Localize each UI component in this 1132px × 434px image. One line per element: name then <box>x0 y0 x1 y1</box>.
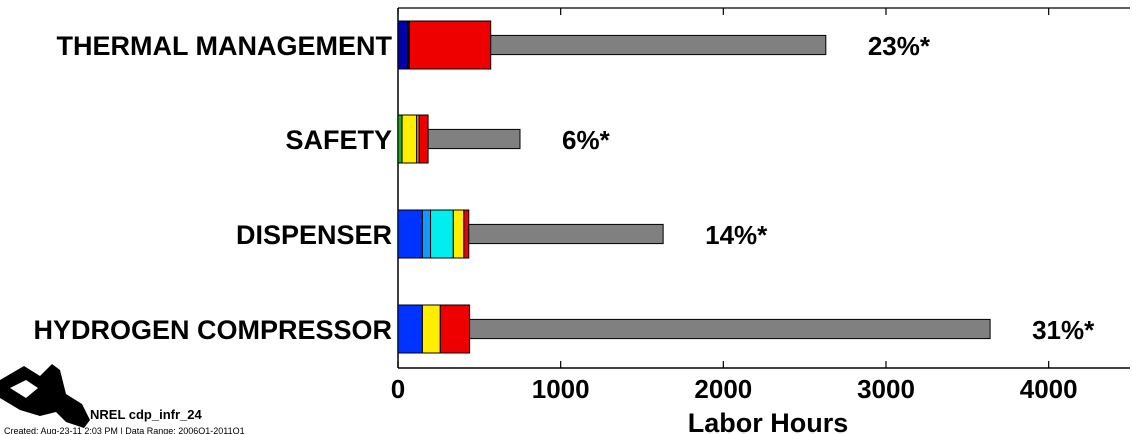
category-label: HYDROGEN COMPRESSOR <box>33 315 392 345</box>
x-tick-label: 3000 <box>857 374 915 404</box>
plot-area: 0 1000 2000 3000 4000 THERMAL MANAGEMENT 23%* S… <box>33 7 1130 404</box>
bar-segment <box>463 209 470 259</box>
bar-segment <box>430 209 454 259</box>
chart-created-label: Created: Aug-23-11 2:03 PM | Data Range:… <box>4 426 245 434</box>
x-tick-label: 0 <box>391 374 405 404</box>
category-label: SAFETY <box>285 125 392 155</box>
category-label: DISPENSER <box>236 220 392 250</box>
chart-id-label: NREL cdp_infr_24 <box>90 407 203 422</box>
bar-segment <box>469 318 991 340</box>
percent-label: 6%* <box>562 125 611 155</box>
bar-segment <box>421 304 441 354</box>
bar-segment <box>397 114 403 164</box>
x-tick-label: 4000 <box>1020 374 1078 404</box>
bar-segment <box>439 304 471 354</box>
bar-segment <box>401 114 418 164</box>
bar-segment <box>421 209 432 259</box>
x-tick-label: 1000 <box>532 374 590 404</box>
bar-segment <box>397 304 423 354</box>
x-tick-label: 2000 <box>694 374 752 404</box>
fuel-nozzle-icon <box>0 364 90 428</box>
percent-label: 31%* <box>1032 315 1095 345</box>
bar-segment <box>452 209 465 259</box>
bar-segment <box>418 114 429 164</box>
bar-segment <box>468 223 664 245</box>
percent-label: 23%* <box>868 31 931 61</box>
bar-segment <box>397 20 409 70</box>
bar-segment <box>408 20 492 70</box>
bar-segment <box>490 34 827 56</box>
bar-segment <box>397 209 423 259</box>
category-label: THERMAL MANAGEMENT <box>57 31 393 61</box>
x-axis-title: Labor Hours <box>688 408 849 434</box>
percent-label: 14%* <box>705 220 768 250</box>
bar-segment <box>427 128 521 150</box>
